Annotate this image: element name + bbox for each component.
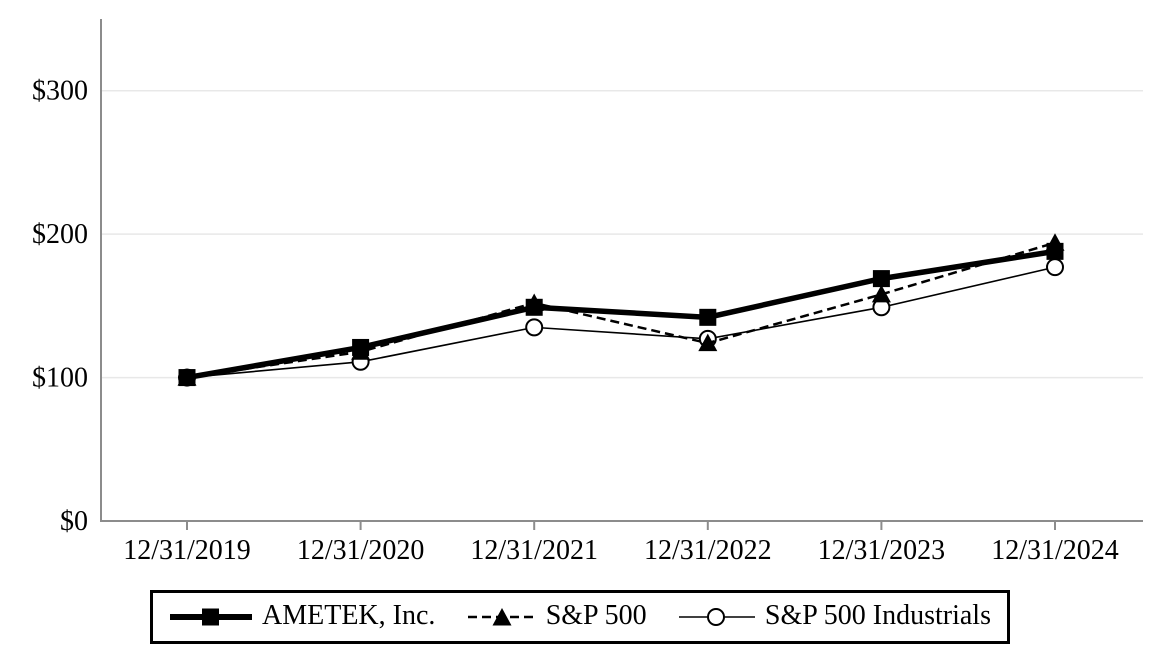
sp500-industrials-line bbox=[186, 266, 1056, 379]
ametek-line bbox=[186, 248, 1056, 381]
legend-item-ametek: AMETEK, Inc. bbox=[169, 599, 436, 633]
ametek-marker bbox=[1046, 242, 1064, 260]
x-tick-label: 12/31/2021 bbox=[470, 535, 598, 566]
legend-label-ametek: AMETEK, Inc. bbox=[262, 599, 436, 631]
legend-label-sp500: S&P 500 bbox=[545, 599, 647, 631]
y-tick-label: $200 bbox=[32, 219, 88, 250]
x-tick-label: 12/31/2022 bbox=[644, 535, 772, 566]
legend-item-sp500: S&P 500 bbox=[467, 599, 647, 633]
sp500-industrials-marker bbox=[1046, 258, 1064, 277]
ametek-marker bbox=[352, 338, 370, 356]
sp500-line bbox=[186, 241, 1056, 379]
sp500-industrials-line-circle-icon bbox=[678, 608, 755, 626]
sp500-dashed-line-triangle-icon bbox=[467, 608, 536, 626]
y-tick-label: $300 bbox=[32, 76, 88, 107]
x-tick-label: 12/31/2019 bbox=[123, 535, 251, 566]
ametek-marker bbox=[699, 308, 717, 326]
x-tick-label: 12/31/2020 bbox=[297, 535, 425, 566]
legend-label-sp500-industrials: S&P 500 Industrials bbox=[764, 599, 991, 631]
plot-area: $0 $100 $200 $300 12/31/2019 12/31/2020 12/31/… bbox=[32, 19, 1143, 566]
y-tick-label: $0 bbox=[60, 506, 88, 537]
ametek-marker bbox=[178, 369, 196, 387]
ametek-thick-line-square-icon bbox=[170, 608, 252, 626]
legend: AMETEK, Inc. S&P 500 S&P 500 Industrials bbox=[150, 590, 1010, 644]
x-tick-label: 12/31/2024 bbox=[991, 535, 1119, 566]
sp500-marker bbox=[698, 333, 718, 352]
x-tick-label: 12/31/2023 bbox=[818, 535, 946, 566]
ametek-marker bbox=[525, 298, 543, 316]
sp500-industrials-marker bbox=[525, 318, 544, 337]
y-tick-label: $100 bbox=[32, 363, 88, 394]
ametek-marker bbox=[872, 270, 890, 288]
sp500-marker bbox=[871, 284, 891, 303]
legend-item-sp500-industrials: S&P 500 Industrials bbox=[678, 599, 991, 633]
